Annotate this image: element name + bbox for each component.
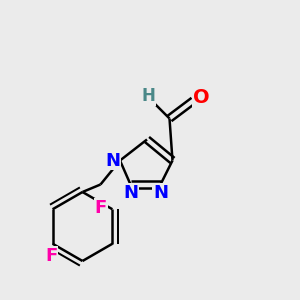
Text: N: N — [123, 184, 138, 202]
Text: H: H — [142, 87, 155, 105]
Text: F: F — [95, 199, 107, 217]
Text: O: O — [193, 88, 209, 107]
Text: N: N — [153, 184, 168, 202]
Text: N: N — [105, 152, 120, 169]
Text: F: F — [45, 247, 57, 265]
